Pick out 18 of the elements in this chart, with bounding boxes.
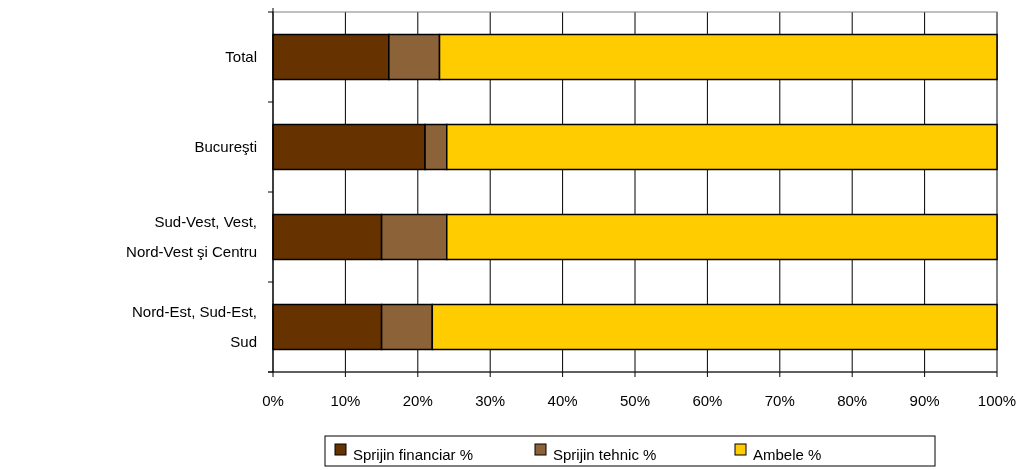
legend-label: Ambele % <box>753 446 822 463</box>
x-tick-label: 10% <box>330 392 361 409</box>
x-tick-label: 50% <box>619 392 651 409</box>
x-tick-label: 20% <box>402 392 433 409</box>
x-tick-label: 90% <box>909 392 940 409</box>
y-tick-label: Bucureşti <box>194 138 257 155</box>
x-tick-label: 60% <box>692 392 723 409</box>
x-tick-label: 80% <box>837 392 868 409</box>
x-tick-label: 100% <box>977 392 1017 409</box>
y-tick-label: Nord-Est, Sud-Est, Sud <box>131 303 257 350</box>
legend-label: Sprijin financiar % <box>353 446 474 463</box>
y-tick-label: Sud-Vest, Vest, Nord-Vest şi Centru <box>126 213 257 260</box>
y-tick-label: Total <box>225 48 257 65</box>
x-tick-label: 0% <box>262 392 284 409</box>
x-tick-label: 30% <box>475 392 506 409</box>
x-tick-label: 70% <box>764 392 795 409</box>
x-tick-label: 40% <box>547 392 578 409</box>
legend-label: Sprijin tehnic % <box>553 446 657 463</box>
